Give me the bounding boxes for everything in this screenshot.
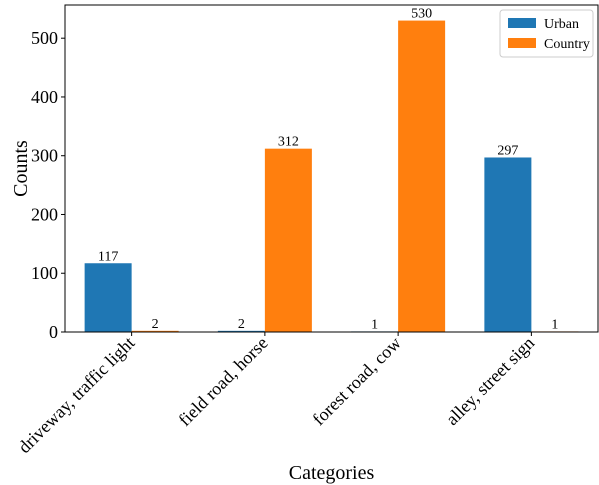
y-tick-label: 100 bbox=[31, 263, 58, 283]
x-tick-label: alley, street sign bbox=[442, 333, 538, 429]
bars-layer bbox=[84, 20, 579, 333]
x-tick-label: field road, horse bbox=[174, 333, 271, 430]
data-label-country-1: 312 bbox=[278, 135, 299, 150]
bar-country-2 bbox=[398, 20, 446, 332]
y-axis-title: Counts bbox=[10, 140, 32, 197]
legend-label-country: Country bbox=[544, 37, 590, 52]
x-axis-title: Categories bbox=[289, 462, 375, 484]
data-labels-layer: 117 2 2 312 1 530 297 1 bbox=[98, 7, 558, 333]
x-axis: driveway, traffic light field road, horse… bbox=[14, 332, 538, 457]
bar-urban-0 bbox=[84, 263, 132, 332]
y-tick-label: 500 bbox=[31, 28, 58, 48]
y-axis: 0 100 200 300 400 500 bbox=[31, 28, 65, 342]
x-tick-label: driveway, traffic light bbox=[14, 333, 138, 457]
legend-label-urban: Urban bbox=[544, 17, 579, 32]
legend: Urban Country bbox=[499, 9, 594, 58]
data-label-urban-1: 2 bbox=[238, 317, 245, 332]
bar-urban-1 bbox=[217, 330, 265, 332]
plot-frame bbox=[64, 4, 599, 333]
legend-swatch-urban bbox=[508, 18, 536, 28]
data-label-country-3: 1 bbox=[551, 317, 558, 332]
y-tick-label: 0 bbox=[49, 322, 58, 342]
data-label-urban-2: 1 bbox=[371, 317, 378, 332]
bar-country-0 bbox=[131, 330, 179, 332]
data-label-urban-0: 117 bbox=[98, 249, 118, 264]
bar-urban-3 bbox=[484, 157, 532, 332]
data-label-country-2: 530 bbox=[411, 7, 432, 22]
y-tick-label: 300 bbox=[31, 146, 58, 166]
legend-swatch-country bbox=[508, 38, 536, 48]
data-label-urban-3: 297 bbox=[497, 143, 518, 158]
x-tick-label: forest road, cow bbox=[308, 333, 404, 429]
data-label-country-0: 2 bbox=[152, 317, 159, 332]
y-tick-label: 200 bbox=[31, 204, 58, 224]
bar-country-1 bbox=[264, 148, 312, 332]
y-tick-label: 400 bbox=[31, 87, 58, 107]
